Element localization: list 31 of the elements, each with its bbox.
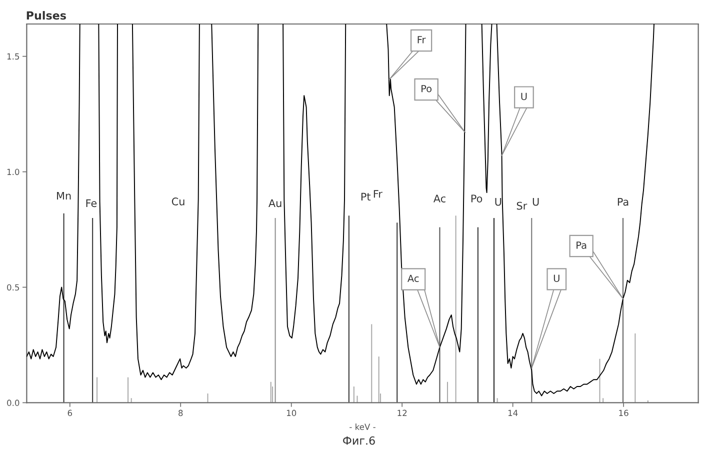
y-tick-label: 1.5 [7, 53, 20, 60]
x-tick-label: 10 [286, 410, 296, 416]
x-axis-title: - keV - [350, 424, 376, 430]
annotation: U [532, 198, 539, 206]
annotation: Po [422, 85, 432, 92]
annotation: Po [471, 194, 482, 202]
text: Фиг.6 [343, 436, 375, 445]
annotation: U [554, 274, 560, 282]
annotation: Mn [57, 192, 71, 200]
annotation: Pa [618, 198, 628, 206]
x-tick-label: 12 [398, 410, 407, 416]
y-tick-label: 1.0 [7, 168, 20, 176]
x-tick-label: 16 [619, 410, 628, 416]
annotation: U [521, 92, 527, 100]
y-tick-label: 0.0 [7, 400, 20, 406]
annotation: Ac [433, 194, 446, 202]
x-tick-label: 8 [178, 410, 183, 416]
annotation: Fe [86, 199, 97, 208]
annotation: Au [268, 199, 282, 208]
annotation: Sr [516, 202, 528, 210]
annotation: Pt [361, 192, 371, 200]
x-tick-label: 14 [508, 410, 518, 416]
annotation: Fr [418, 36, 426, 44]
x-tick-label: 6 [68, 410, 72, 416]
annotation: Ac [408, 274, 419, 282]
annotation: Pa [576, 242, 586, 249]
y-tick-label: 0.5 [7, 284, 20, 291]
annotation: Fr [374, 190, 382, 198]
y-axis-title: Pulses [26, 11, 66, 20]
annotation: Cu [172, 198, 184, 206]
annotation: U [495, 198, 502, 206]
